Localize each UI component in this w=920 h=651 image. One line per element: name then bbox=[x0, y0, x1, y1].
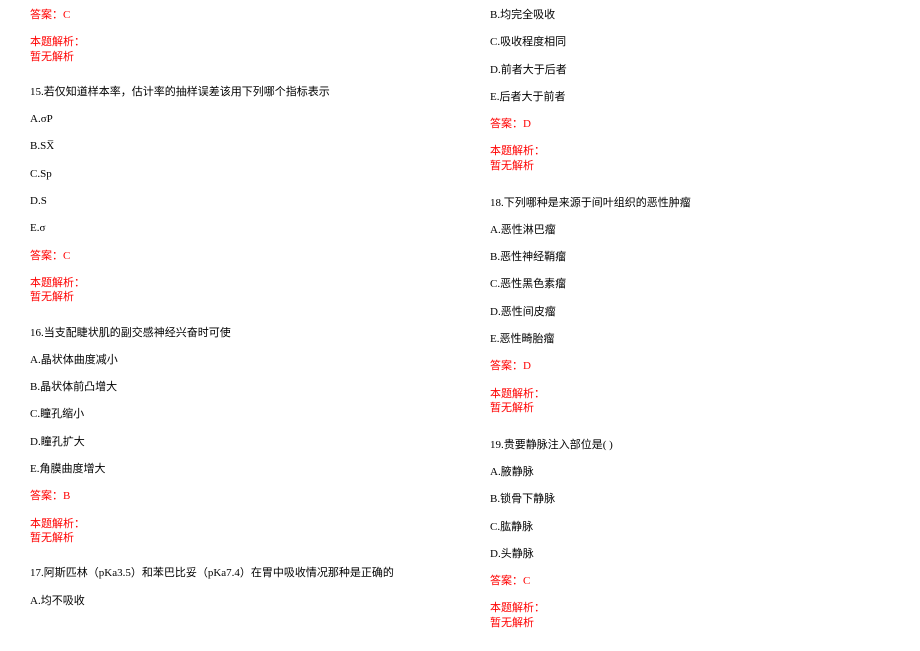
option-18b: B.恶性神经鞘瘤 bbox=[490, 250, 890, 264]
option-16c: C.瞳孔缩小 bbox=[30, 407, 430, 421]
option-15b: B.SX̅ bbox=[30, 139, 430, 153]
answer-19: 答案：C bbox=[490, 574, 890, 588]
option-16d: D.瞳孔扩大 bbox=[30, 435, 430, 449]
analysis-none-19: 暂无解析 bbox=[490, 616, 890, 630]
answer-14: 答案：C bbox=[30, 8, 430, 22]
option-16e: E.角膜曲度增大 bbox=[30, 462, 430, 476]
analysis-none-18: 暂无解析 bbox=[490, 401, 890, 415]
analysis-none-16: 暂无解析 bbox=[30, 531, 430, 545]
exam-page: 答案：C 本题解析： 暂无解析 15.若仅知道样本率，估计率的抽样误差该用下列哪… bbox=[0, 0, 920, 651]
option-17b: B.均完全吸收 bbox=[490, 8, 890, 22]
question-18: 18.下列哪种是来源于间叶组织的恶性肿瘤 bbox=[490, 196, 890, 210]
analysis-label-19: 本题解析： bbox=[490, 601, 890, 615]
gap bbox=[30, 558, 430, 566]
option-17a: A.均不吸收 bbox=[30, 594, 430, 608]
analysis-label-15: 本题解析： bbox=[30, 276, 430, 290]
question-19: 19.贵要静脉注入部位是( ) bbox=[490, 438, 890, 452]
analysis-label-16: 本题解析： bbox=[30, 517, 430, 531]
question-17: 17.阿斯匹林（pKa3.5）和苯巴比妥（pKa7.4）在胃中吸收情况那种是正确… bbox=[30, 566, 430, 580]
analysis-label-18: 本题解析： bbox=[490, 387, 890, 401]
answer-18: 答案：D bbox=[490, 359, 890, 373]
answer-17: 答案：D bbox=[490, 117, 890, 131]
option-18a: A.恶性淋巴瘤 bbox=[490, 223, 890, 237]
option-18e: E.恶性畸胎瘤 bbox=[490, 332, 890, 346]
option-19b: B.锁骨下静脉 bbox=[490, 492, 890, 506]
analysis-label-14: 本题解析： bbox=[30, 35, 430, 49]
right-column: B.均完全吸收 C.吸收程度相同 D.前者大于后者 E.后者大于前者 答案：D … bbox=[460, 0, 920, 651]
option-19c: C.肱静脉 bbox=[490, 520, 890, 534]
option-17c: C.吸收程度相同 bbox=[490, 35, 890, 49]
option-15c: C.Sp bbox=[30, 167, 430, 181]
option-16b: B.晶状体前凸增大 bbox=[30, 380, 430, 394]
option-15e: E.σ bbox=[30, 221, 430, 235]
analysis-label-17: 本题解析： bbox=[490, 144, 890, 158]
answer-15: 答案：C bbox=[30, 249, 430, 263]
option-15d: D.S bbox=[30, 194, 430, 208]
option-18d: D.恶性间皮瘤 bbox=[490, 305, 890, 319]
analysis-none-17: 暂无解析 bbox=[490, 159, 890, 173]
question-16: 16.当支配睫状肌的副交感神经兴奋时可使 bbox=[30, 326, 430, 340]
option-15a: A.σP bbox=[30, 112, 430, 126]
option-19d: D.头静脉 bbox=[490, 547, 890, 561]
option-17d: D.前者大于后者 bbox=[490, 63, 890, 77]
answer-16: 答案：B bbox=[30, 489, 430, 503]
option-18c: C.恶性黑色素瘤 bbox=[490, 277, 890, 291]
option-17e: E.后者大于前者 bbox=[490, 90, 890, 104]
left-column: 答案：C 本题解析： 暂无解析 15.若仅知道样本率，估计率的抽样误差该用下列哪… bbox=[0, 0, 460, 651]
question-15: 15.若仅知道样本率，估计率的抽样误差该用下列哪个指标表示 bbox=[30, 85, 430, 99]
option-19a: A.腋静脉 bbox=[490, 465, 890, 479]
gap bbox=[30, 77, 430, 85]
analysis-none-14: 暂无解析 bbox=[30, 50, 430, 64]
gap bbox=[30, 318, 430, 326]
analysis-none-15: 暂无解析 bbox=[30, 290, 430, 304]
option-16a: A.晶状体曲度减小 bbox=[30, 353, 430, 367]
